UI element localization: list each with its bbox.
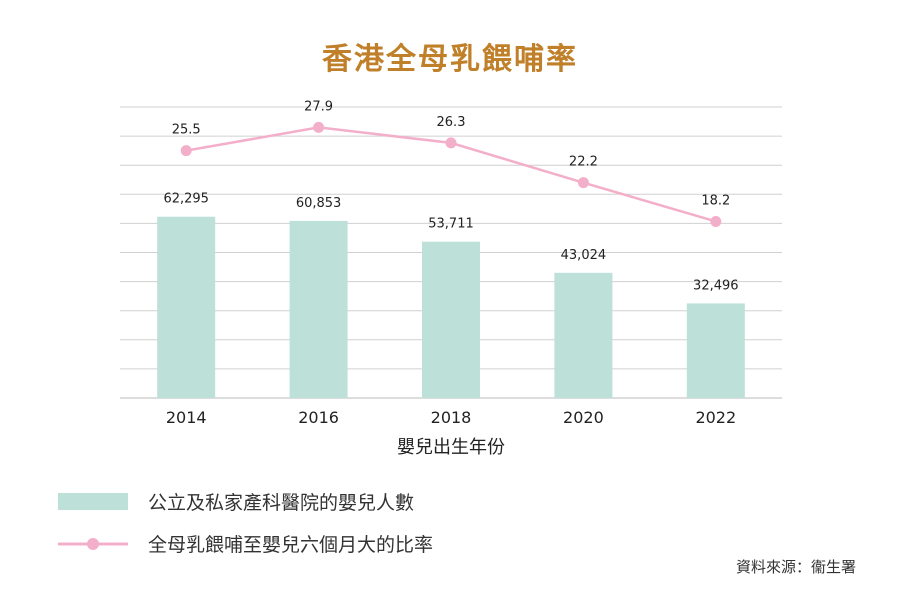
legend-label-rate: 全母乳餵哺至嬰兒六個月大的比率 bbox=[148, 534, 434, 556]
bar bbox=[554, 272, 613, 398]
bar bbox=[686, 303, 745, 398]
legend-label-births: 公立及私家產科醫院的嬰兒人數 bbox=[148, 492, 415, 514]
rate-point bbox=[180, 145, 192, 157]
rate-point bbox=[577, 177, 589, 189]
rate-label: 18.2 bbox=[701, 193, 730, 208]
rate-point bbox=[710, 215, 722, 227]
bar-label: 60,853 bbox=[296, 196, 342, 211]
bar bbox=[422, 241, 480, 398]
bar bbox=[289, 220, 348, 398]
bar-label: 32,496 bbox=[693, 278, 739, 293]
bar-label: 43,024 bbox=[561, 248, 607, 263]
legend-item-rate: 全母乳餵哺至嬰兒六個月大的比率 bbox=[58, 530, 433, 557]
x-axis-title: 嬰兒出生年份 bbox=[397, 437, 505, 458]
bar-label: 62,295 bbox=[163, 192, 209, 207]
legend-bar-swatch bbox=[58, 493, 128, 510]
bar bbox=[157, 216, 216, 398]
x-tick-label: 2022 bbox=[695, 408, 736, 427]
rate-label: 27.9 bbox=[304, 99, 333, 114]
legend-item-births: 公立及私家產科醫院的嬰兒人數 bbox=[58, 488, 414, 515]
x-tick-label: 2014 bbox=[166, 408, 207, 427]
x-tick-label: 2018 bbox=[431, 408, 472, 427]
rate-point bbox=[313, 121, 325, 133]
rate-point bbox=[445, 137, 457, 149]
chart-title: 香港全母乳餵哺率 bbox=[322, 42, 578, 77]
source-note: 資料來源：衞生署 bbox=[735, 558, 856, 576]
rate-label: 22.2 bbox=[569, 155, 598, 170]
bar-label: 53,711 bbox=[428, 217, 474, 232]
rate-label: 26.3 bbox=[437, 115, 466, 130]
legend-line-swatch bbox=[58, 537, 128, 550]
x-tick-label: 2016 bbox=[298, 408, 339, 427]
x-tick-label: 2020 bbox=[563, 408, 604, 427]
rate-label: 25.5 bbox=[172, 123, 201, 138]
